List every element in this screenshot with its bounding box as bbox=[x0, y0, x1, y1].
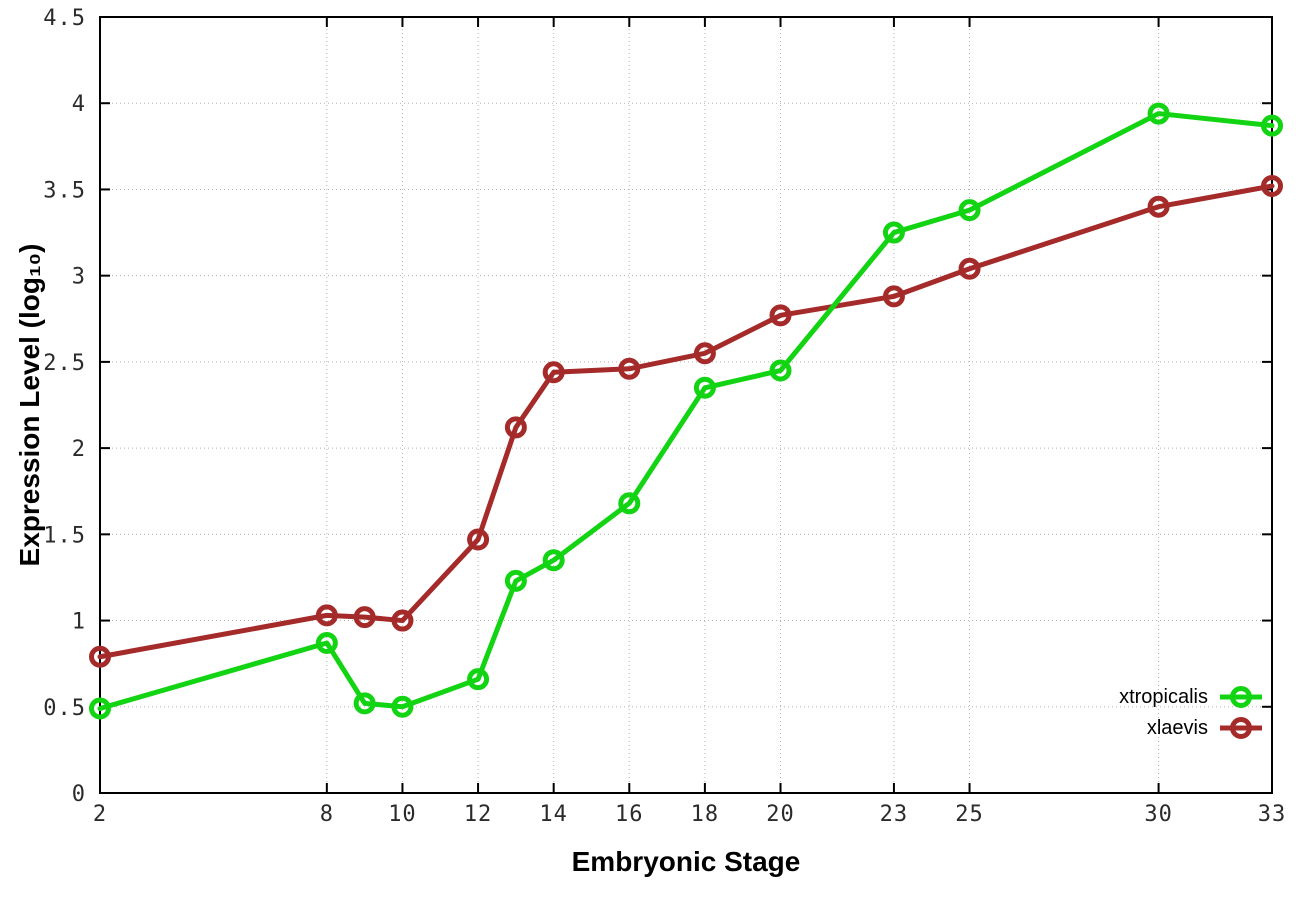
legend-item-label: xtropicalis bbox=[1119, 686, 1208, 708]
svg-text:2: 2 bbox=[93, 802, 107, 827]
svg-text:30: 30 bbox=[1144, 802, 1173, 827]
svg-text:33: 33 bbox=[1258, 802, 1287, 827]
y-axis-label: Expression Level (log₁₀) bbox=[14, 243, 45, 567]
legend-item-xlaevis: xlaevis bbox=[1147, 715, 1264, 741]
x-axis-label: Embryonic Stage bbox=[571, 846, 801, 877]
svg-text:0: 0 bbox=[72, 782, 86, 807]
legend: xtropicalis xlaevis bbox=[1119, 684, 1264, 741]
svg-text:20: 20 bbox=[766, 802, 795, 827]
svg-text:14: 14 bbox=[539, 802, 568, 827]
svg-text:25: 25 bbox=[955, 802, 984, 827]
svg-text:1: 1 bbox=[72, 610, 86, 635]
svg-text:0.5: 0.5 bbox=[43, 696, 86, 721]
svg-text:2.5: 2.5 bbox=[43, 351, 86, 376]
svg-text:16: 16 bbox=[615, 802, 644, 827]
svg-text:3: 3 bbox=[72, 265, 86, 290]
svg-text:12: 12 bbox=[464, 802, 493, 827]
svg-text:2: 2 bbox=[72, 437, 86, 462]
svg-text:10: 10 bbox=[388, 802, 417, 827]
svg-text:4: 4 bbox=[72, 92, 86, 117]
svg-text:1.5: 1.5 bbox=[43, 523, 86, 548]
svg-text:8: 8 bbox=[320, 802, 334, 827]
svg-text:3.5: 3.5 bbox=[43, 178, 86, 203]
legend-item-label: xlaevis bbox=[1146, 717, 1208, 739]
line-circle-marker-icon bbox=[1220, 717, 1262, 739]
svg-text:4.5: 4.5 bbox=[43, 6, 86, 31]
svg-text:23: 23 bbox=[880, 802, 909, 827]
legend-item-xtropicalis: xtropicalis bbox=[1119, 684, 1264, 710]
svg-text:18: 18 bbox=[691, 802, 720, 827]
line-circle-marker-icon bbox=[1220, 686, 1262, 708]
